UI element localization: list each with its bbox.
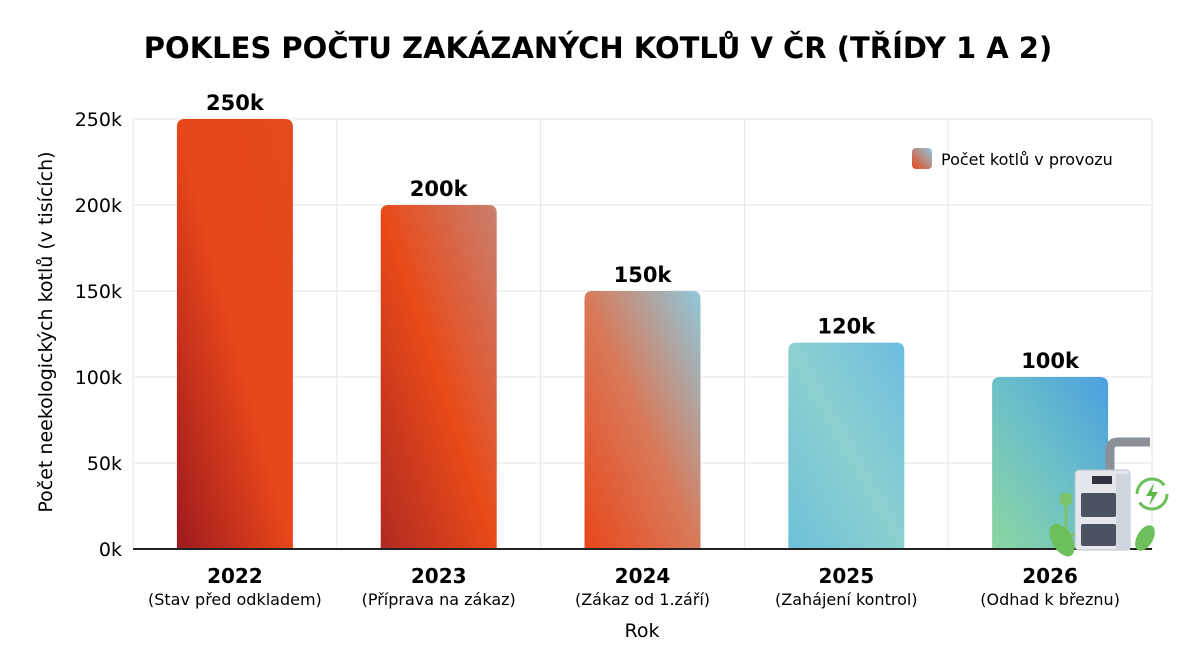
x-axis-label: Rok: [625, 620, 660, 642]
bar-2022: [176, 119, 293, 549]
y-tick-label: 250k: [75, 109, 122, 131]
bar-2023: [380, 205, 497, 549]
x-tick-sublabel: (Stav před odkladem): [148, 590, 322, 609]
bar-2024: [584, 291, 701, 549]
x-tick-sublabel: (Zahájení kontrol): [775, 590, 918, 609]
y-tick-label: 200k: [75, 195, 122, 217]
y-tick-label: 100k: [75, 367, 122, 389]
data-label: 200k: [410, 177, 469, 201]
x-tick-label: 2022: [207, 564, 263, 588]
x-tick-sublabel: (Odhad k březnu): [980, 590, 1120, 609]
x-tick-label: 2026: [1022, 564, 1078, 588]
x-tick-sublabel: (Příprava na zákaz): [362, 590, 516, 609]
y-tick-label: 50k: [87, 453, 122, 475]
data-label: 120k: [817, 315, 876, 339]
x-tick-label: 2025: [818, 564, 874, 588]
y-tick-label: 150k: [75, 281, 122, 303]
data-label: 100k: [1021, 349, 1080, 373]
y-axis-label: Počet neekologických kotlů (v tisících): [35, 151, 57, 512]
legend-swatch: [912, 148, 932, 169]
legend: Počet kotlů v provozu: [912, 148, 1113, 169]
x-tick-sublabel: (Zákaz od 1.září): [575, 590, 710, 609]
bar-2025: [788, 342, 905, 549]
legend-label: Počet kotlů v provozu: [941, 150, 1113, 169]
data-label: 150k: [614, 263, 673, 287]
x-tick-label: 2024: [615, 564, 671, 588]
chart-title: POKLES POČTU ZAKÁZANÝCH KOTLŮ V ČR (TŘÍD…: [144, 31, 1052, 65]
y-tick-label: 0k: [99, 539, 122, 561]
data-label: 250k: [206, 91, 265, 115]
boiler-illustration: [1049, 437, 1169, 557]
energy-cycle-icon: [1135, 477, 1169, 511]
x-tick-label: 2023: [411, 564, 467, 588]
